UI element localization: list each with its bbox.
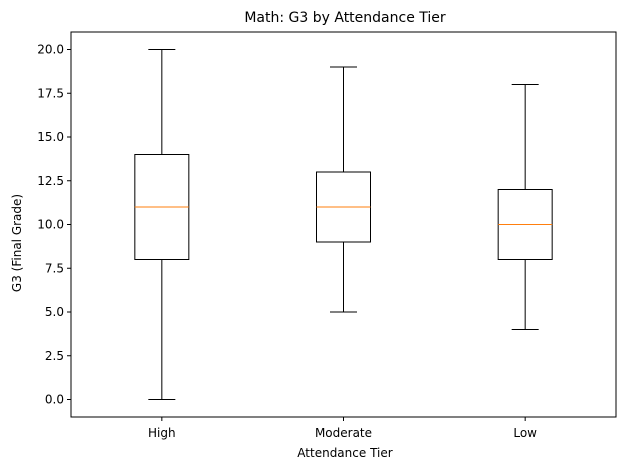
x-tick-label: High (148, 426, 176, 440)
x-tick-label: Low (513, 426, 537, 440)
box-high (134, 49, 190, 400)
y-tick-label: 7.5 (45, 261, 64, 275)
x-axis-label: Attendance Tier (297, 446, 392, 460)
y-tick-label: 5.0 (45, 305, 64, 319)
axes-frame (70, 31, 617, 418)
y-tick-label: 12.5 (37, 174, 64, 188)
y-tick-label: 10.0 (37, 218, 64, 232)
y-tick-label: 17.5 (37, 86, 64, 100)
chart-title: Math: G3 by Attendance Tier (244, 10, 446, 26)
y-tick-label: 15.0 (37, 130, 64, 144)
y-tick-label: 0.0 (45, 393, 64, 407)
y-tick-label: 2.5 (45, 349, 64, 363)
x-axis: High Moderate Low (148, 417, 537, 440)
y-tick-label: 20.0 (37, 43, 64, 57)
plot-area (134, 49, 553, 400)
y-axis: 0.0 2.5 5.0 7.5 10.0 12.5 15.0 17.5 20.0 (37, 43, 71, 407)
box-low (497, 84, 553, 330)
y-axis-label: G3 (Final Grade) (10, 194, 24, 292)
x-tick-label: Moderate (315, 426, 372, 440)
box-moderate (316, 66, 371, 313)
